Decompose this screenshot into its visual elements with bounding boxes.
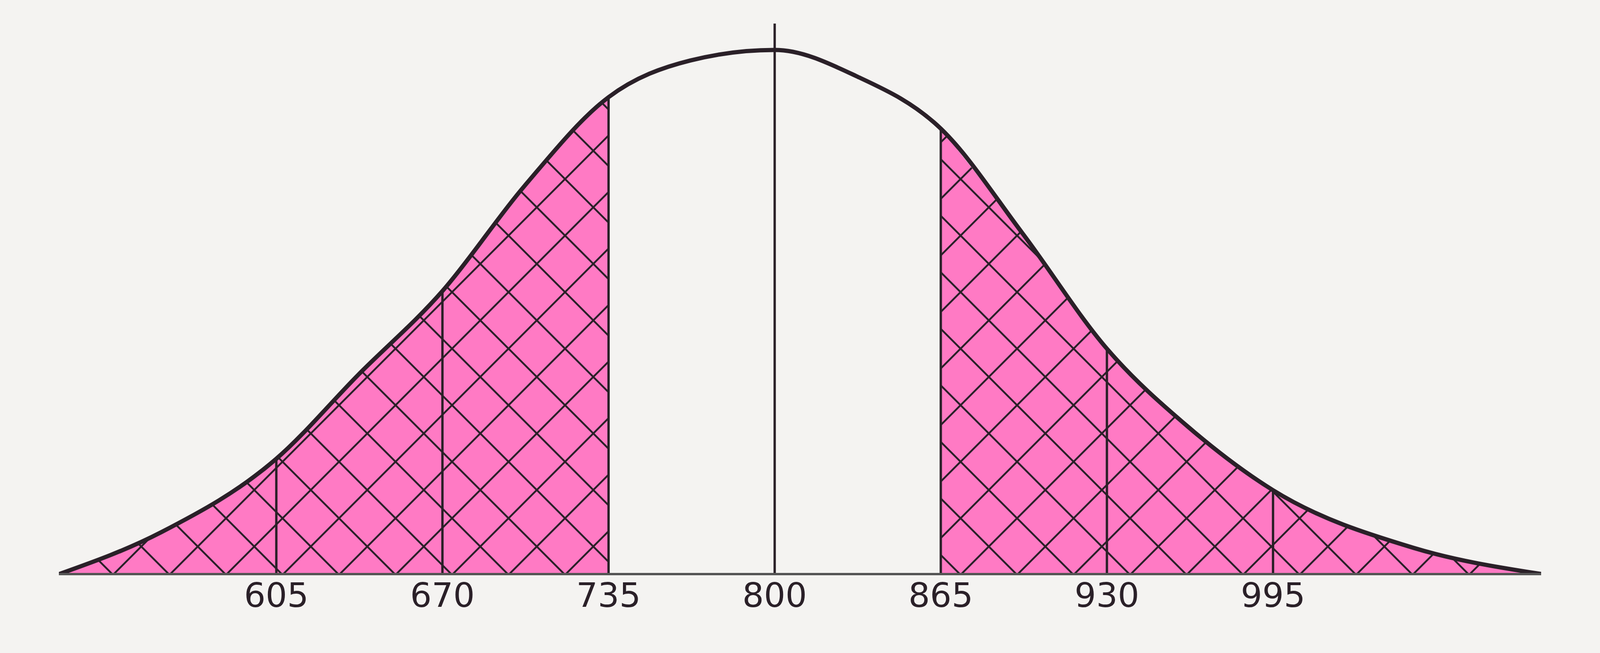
svg-text:670: 670 [410, 574, 475, 615]
svg-text:930: 930 [1074, 574, 1140, 615]
svg-text:800: 800 [742, 574, 808, 615]
svg-text:995: 995 [1240, 574, 1306, 615]
svg-text:605: 605 [243, 574, 309, 615]
svg-text:735: 735 [576, 574, 641, 615]
svg-text:865: 865 [908, 574, 973, 615]
